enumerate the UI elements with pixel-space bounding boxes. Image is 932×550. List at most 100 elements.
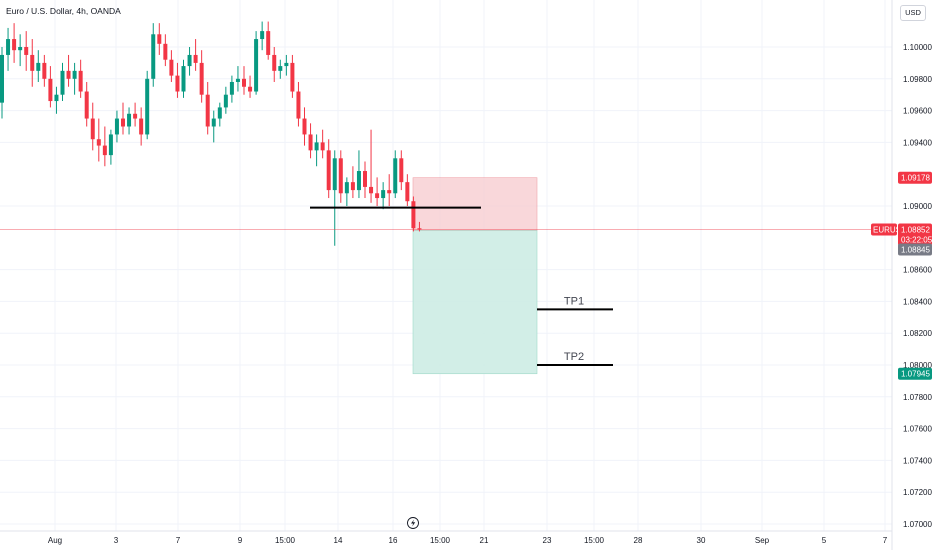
candle [0, 47, 4, 119]
candle [411, 196, 416, 232]
take-profit-zone[interactable] [412, 230, 538, 375]
time-tick-label: 7 [176, 536, 181, 545]
time-tick-label: 15:00 [430, 536, 451, 545]
candle-body [108, 134, 113, 156]
candle-body [369, 186, 374, 194]
candle-body [151, 34, 156, 79]
candle [42, 54, 47, 87]
candle-body [6, 39, 11, 55]
candle-body [344, 182, 349, 194]
candle-body [193, 54, 198, 63]
candle-body [181, 66, 186, 92]
replay-icon[interactable] [407, 517, 419, 529]
candle-body [399, 158, 404, 183]
candle [242, 66, 246, 95]
candle-body [417, 228, 422, 230]
chart-title: Euro / U.S. Dollar, 4h, OANDA [6, 6, 121, 16]
time-tick-label: Sep [755, 536, 770, 545]
candle [72, 62, 77, 95]
candle-body [205, 94, 210, 127]
candle [356, 150, 361, 199]
candle [320, 129, 325, 159]
candle [199, 50, 204, 103]
candle-body [393, 158, 398, 194]
level-label: TP1 [564, 295, 584, 307]
candle-body [217, 107, 222, 119]
candle [18, 34, 23, 67]
candle [369, 129, 374, 203]
time-tick-label: 5 [822, 536, 827, 545]
candle [302, 107, 307, 146]
price-tick-label: 1.09600 [903, 107, 932, 116]
candle-body [229, 81, 234, 95]
time-tick-label: 9 [238, 536, 243, 545]
candle-body [90, 118, 95, 140]
time-tick-label: Aug [48, 536, 62, 545]
candle-body [350, 182, 355, 191]
price-tick-label: 1.07800 [903, 393, 932, 402]
candle-body [278, 66, 283, 71]
candle-body [242, 78, 246, 87]
candle [151, 23, 156, 87]
time-tick-label: 3 [114, 536, 119, 545]
candle [175, 62, 180, 98]
candle [114, 110, 119, 143]
candle [145, 70, 150, 140]
candle [290, 54, 295, 98]
candle-body [24, 47, 29, 55]
candle-body [405, 182, 410, 202]
candle [375, 177, 380, 206]
candle-body [145, 78, 150, 135]
candle-body [0, 54, 4, 103]
grid-lines [0, 0, 892, 531]
price-tick-label: 1.07000 [903, 520, 932, 529]
time-tick-label: 14 [334, 536, 343, 545]
target-price-badge-bg [898, 367, 932, 380]
currency-button[interactable]: USD [900, 5, 926, 21]
time-tick-label: 15:00 [584, 536, 605, 545]
candle [108, 129, 113, 165]
candle-body [84, 91, 89, 119]
target-price-badge: 1.07945 [901, 370, 930, 379]
candle [235, 66, 240, 92]
candle-body [121, 118, 125, 127]
candle [102, 126, 107, 167]
candle [66, 54, 71, 87]
symbol-badge-bg [871, 223, 897, 236]
candle-body [163, 43, 168, 60]
level-label: TP2 [564, 351, 584, 363]
current-price-badge: 1.08852 [901, 226, 930, 235]
candle [381, 182, 386, 210]
candle [363, 161, 367, 199]
candle [296, 81, 301, 127]
candle [217, 102, 222, 127]
candle [229, 75, 234, 103]
candle-body [187, 54, 192, 67]
stop-loss-zone[interactable] [412, 177, 538, 231]
candle [266, 21, 271, 60]
candle [338, 150, 343, 203]
candle-body [157, 34, 162, 44]
stop-price-badge: 1.09178 [901, 174, 930, 183]
candle [157, 23, 162, 55]
candle-countdown: 03:22:05 [901, 236, 932, 245]
candle-body [114, 118, 119, 135]
candle [248, 75, 253, 98]
candle-body [175, 75, 180, 92]
candle-body [60, 70, 65, 95]
candle-body [375, 193, 380, 199]
candle [344, 177, 349, 206]
candle-body [290, 62, 295, 92]
candle-body [356, 171, 361, 191]
entry-price-badge-bg [898, 243, 932, 256]
price-tick-label: 1.08400 [903, 297, 932, 306]
candle-body [48, 78, 53, 102]
symbol-badge: EURUSD [873, 226, 907, 235]
candle [12, 23, 17, 63]
price-axis-labels: 1.10000 1.09800 1.09600 1.09400 1.09000 1.086… [903, 43, 932, 529]
candle [127, 107, 132, 135]
price-tick-label: 1.08600 [903, 266, 932, 275]
candle-body [199, 62, 204, 95]
